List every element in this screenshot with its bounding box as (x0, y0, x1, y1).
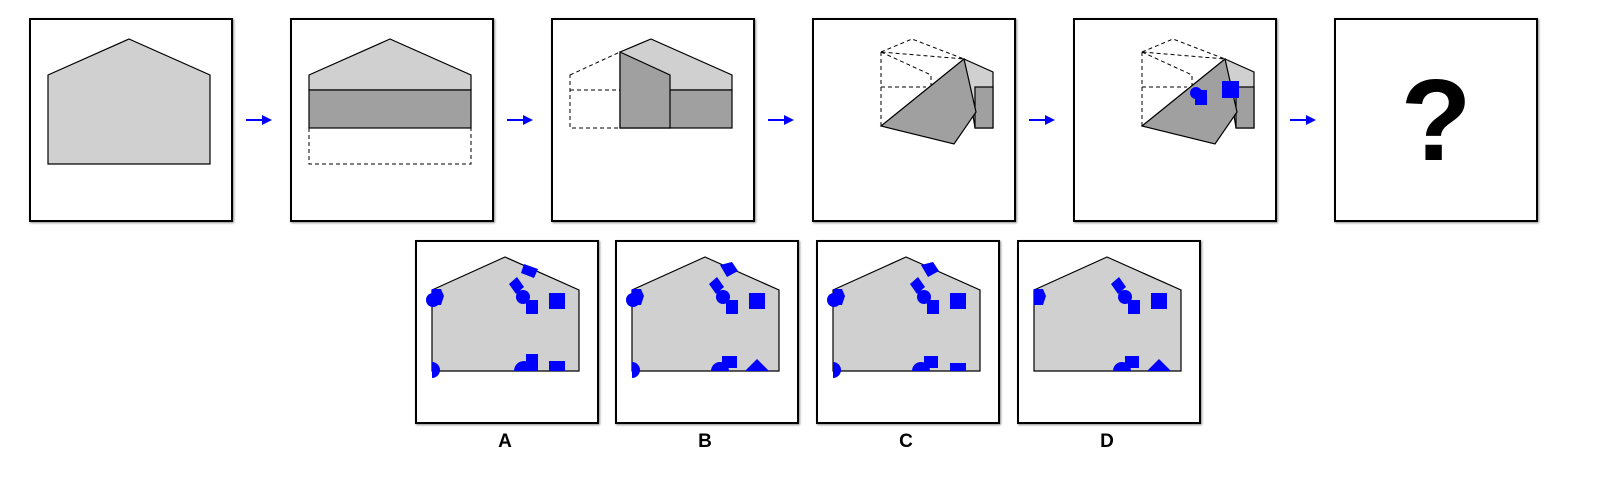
folded-strip (308, 89, 472, 129)
step-4-panel (812, 18, 1016, 222)
holes (426, 264, 565, 378)
original-bottom-outline (308, 127, 472, 165)
unfolded-paper-figure (47, 38, 211, 165)
holes (1034, 277, 1171, 371)
option-c-figure (827, 256, 981, 378)
original-left-outline (569, 51, 621, 129)
punch-holes-figure (1140, 38, 1255, 145)
step-2-panel (290, 18, 494, 222)
unfolded-paper (431, 256, 580, 372)
unfolded-paper (631, 256, 780, 372)
arrow-right-icon (246, 115, 272, 125)
option-a-panel[interactable] (415, 240, 599, 424)
arrow-right-icon (768, 115, 794, 125)
folded-diagonal-flap (1140, 57, 1238, 145)
option-d-figure (1033, 256, 1182, 372)
unfolded-paper (832, 256, 981, 372)
arrow-right-icon (1029, 115, 1055, 125)
fold-left-over-figure (569, 38, 733, 129)
square-hole (1195, 90, 1207, 105)
option-b-figure (626, 256, 780, 378)
option-d-label[interactable]: D (1100, 431, 1114, 452)
paper-top-region (308, 38, 472, 91)
step-3-panel (551, 18, 755, 222)
holes (626, 262, 769, 378)
step-5-panel (1073, 18, 1277, 222)
folded-diagonal-flap (879, 57, 977, 145)
fold-bottom-up-figure (308, 38, 472, 165)
square-hole (1222, 81, 1239, 98)
option-c-label[interactable]: C (899, 431, 913, 452)
option-a-figure (426, 256, 580, 378)
option-b-panel[interactable] (615, 240, 799, 424)
folded-left-flap (619, 51, 671, 129)
option-a-label[interactable]: A (498, 431, 512, 452)
unfolded-paper (1033, 256, 1182, 372)
question-mark: ? (1400, 55, 1472, 185)
step-6-panel: ? (1334, 18, 1538, 222)
arrow-right-icon (1290, 115, 1316, 125)
option-b-label[interactable]: B (698, 431, 712, 452)
punched-holes (1190, 81, 1239, 105)
paper-shape (47, 38, 211, 165)
option-c-panel[interactable] (816, 240, 1000, 424)
step-1-panel (29, 18, 233, 222)
holes (827, 262, 966, 378)
fold-diagonal-figure (879, 38, 994, 145)
paper-right-strip (974, 86, 994, 129)
arrow-right-icon (507, 115, 533, 125)
original-outline-dashed (880, 38, 965, 60)
option-d-panel[interactable] (1017, 240, 1201, 424)
